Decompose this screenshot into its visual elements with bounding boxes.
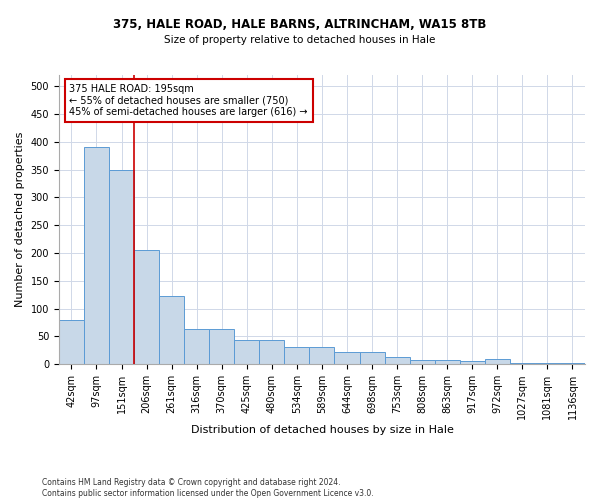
X-axis label: Distribution of detached houses by size in Hale: Distribution of detached houses by size … <box>191 425 454 435</box>
Y-axis label: Number of detached properties: Number of detached properties <box>15 132 25 308</box>
Bar <box>510 362 535 364</box>
Bar <box>460 361 485 364</box>
Bar <box>284 347 310 364</box>
Bar <box>184 329 209 364</box>
Bar <box>410 360 434 364</box>
Bar <box>359 352 385 364</box>
Bar <box>59 320 84 364</box>
Bar <box>234 340 259 364</box>
Text: Contains HM Land Registry data © Crown copyright and database right 2024.
Contai: Contains HM Land Registry data © Crown c… <box>42 478 374 498</box>
Bar <box>334 352 359 364</box>
Bar <box>109 170 134 364</box>
Bar <box>159 296 184 364</box>
Bar <box>434 360 460 364</box>
Bar <box>310 347 334 364</box>
Bar <box>560 363 585 364</box>
Text: 375, HALE ROAD, HALE BARNS, ALTRINCHAM, WA15 8TB: 375, HALE ROAD, HALE BARNS, ALTRINCHAM, … <box>113 18 487 30</box>
Bar <box>84 148 109 364</box>
Text: 375 HALE ROAD: 195sqm
← 55% of detached houses are smaller (750)
45% of semi-det: 375 HALE ROAD: 195sqm ← 55% of detached … <box>70 84 308 117</box>
Bar <box>259 340 284 364</box>
Bar <box>535 363 560 364</box>
Bar <box>385 357 410 364</box>
Bar <box>209 329 234 364</box>
Text: Size of property relative to detached houses in Hale: Size of property relative to detached ho… <box>164 35 436 45</box>
Bar <box>134 250 159 364</box>
Bar <box>485 358 510 364</box>
